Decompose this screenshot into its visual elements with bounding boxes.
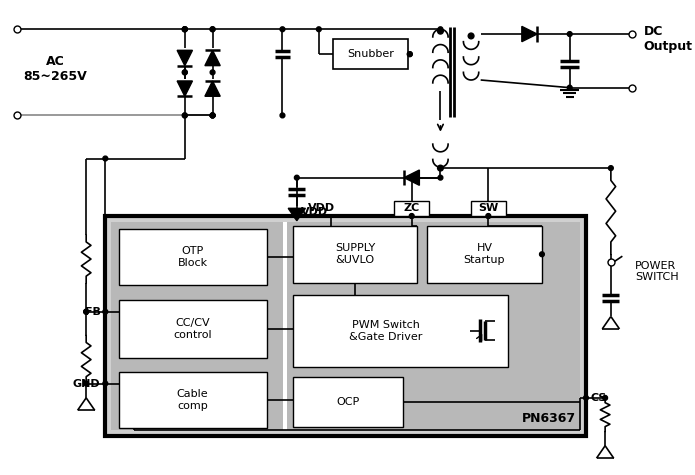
Circle shape bbox=[584, 396, 589, 400]
Circle shape bbox=[182, 27, 187, 32]
Circle shape bbox=[567, 32, 572, 37]
Bar bbox=[471, 200, 505, 216]
Circle shape bbox=[316, 27, 321, 32]
Circle shape bbox=[103, 156, 108, 161]
Text: AC
85~265V: AC 85~265V bbox=[24, 56, 88, 84]
Text: OCP: OCP bbox=[336, 397, 359, 407]
Text: Cable
comp: Cable comp bbox=[177, 389, 208, 410]
Bar bbox=[119, 229, 267, 285]
Circle shape bbox=[486, 214, 491, 218]
Text: POWER
SWITCH: POWER SWITCH bbox=[635, 261, 678, 282]
Circle shape bbox=[438, 165, 443, 171]
Circle shape bbox=[438, 27, 443, 32]
Text: VDD: VDD bbox=[309, 203, 336, 213]
Circle shape bbox=[103, 381, 108, 386]
Circle shape bbox=[210, 113, 215, 118]
Circle shape bbox=[407, 52, 412, 57]
Circle shape bbox=[438, 175, 443, 180]
Circle shape bbox=[182, 27, 187, 32]
Bar bbox=[333, 39, 408, 69]
Text: HV
Startup: HV Startup bbox=[464, 244, 505, 265]
Circle shape bbox=[438, 28, 443, 34]
Circle shape bbox=[603, 396, 607, 400]
Circle shape bbox=[182, 27, 187, 32]
Bar bbox=[106, 216, 586, 436]
Circle shape bbox=[409, 214, 414, 218]
Circle shape bbox=[539, 252, 544, 256]
Bar bbox=[119, 300, 267, 358]
Bar bbox=[284, 222, 287, 430]
Polygon shape bbox=[205, 81, 220, 96]
Circle shape bbox=[182, 70, 187, 75]
Circle shape bbox=[295, 214, 300, 218]
Circle shape bbox=[295, 214, 300, 218]
Bar bbox=[427, 226, 542, 283]
Text: PWM Switch
&Gate Driver: PWM Switch &Gate Driver bbox=[349, 320, 423, 342]
Circle shape bbox=[468, 33, 474, 39]
Text: Snubber: Snubber bbox=[347, 49, 394, 59]
Text: GND: GND bbox=[73, 379, 101, 389]
Circle shape bbox=[295, 175, 300, 180]
Polygon shape bbox=[522, 27, 537, 42]
Circle shape bbox=[84, 309, 88, 314]
Circle shape bbox=[609, 166, 613, 171]
Polygon shape bbox=[177, 50, 193, 66]
Polygon shape bbox=[205, 50, 220, 66]
Circle shape bbox=[182, 113, 187, 118]
Polygon shape bbox=[404, 170, 419, 185]
Bar bbox=[119, 372, 267, 428]
Circle shape bbox=[210, 113, 215, 118]
Text: VDD: VDD bbox=[301, 207, 328, 217]
Bar bbox=[293, 295, 509, 367]
Circle shape bbox=[280, 113, 285, 118]
Circle shape bbox=[210, 113, 215, 118]
Circle shape bbox=[84, 309, 88, 314]
Text: OTP
Block: OTP Block bbox=[177, 247, 208, 268]
Circle shape bbox=[407, 52, 412, 57]
Text: SW: SW bbox=[478, 203, 498, 213]
Circle shape bbox=[486, 214, 491, 218]
Polygon shape bbox=[288, 209, 305, 221]
Circle shape bbox=[182, 113, 187, 118]
Circle shape bbox=[280, 27, 285, 32]
Circle shape bbox=[103, 309, 108, 314]
Circle shape bbox=[84, 381, 88, 386]
Text: PN6367: PN6367 bbox=[522, 412, 576, 425]
Circle shape bbox=[210, 113, 215, 118]
Text: ZC: ZC bbox=[404, 203, 420, 213]
Circle shape bbox=[409, 175, 414, 180]
Bar bbox=[111, 222, 284, 430]
Text: DC
Output: DC Output bbox=[644, 25, 692, 53]
Bar bbox=[293, 377, 403, 427]
Circle shape bbox=[182, 27, 187, 32]
Text: CS: CS bbox=[591, 393, 607, 403]
Polygon shape bbox=[177, 81, 193, 96]
Circle shape bbox=[409, 214, 414, 218]
Circle shape bbox=[210, 70, 215, 75]
Circle shape bbox=[210, 27, 215, 32]
Text: SUPPLY
&UVLO: SUPPLY &UVLO bbox=[335, 244, 375, 265]
Text: CC/CV
control: CC/CV control bbox=[173, 318, 212, 340]
Text: FB: FB bbox=[85, 307, 101, 317]
Circle shape bbox=[210, 27, 215, 32]
Bar bbox=[293, 226, 418, 283]
Circle shape bbox=[182, 70, 187, 75]
Bar bbox=[287, 222, 580, 430]
Bar bbox=[395, 200, 429, 216]
Circle shape bbox=[567, 85, 572, 90]
Circle shape bbox=[609, 259, 613, 264]
